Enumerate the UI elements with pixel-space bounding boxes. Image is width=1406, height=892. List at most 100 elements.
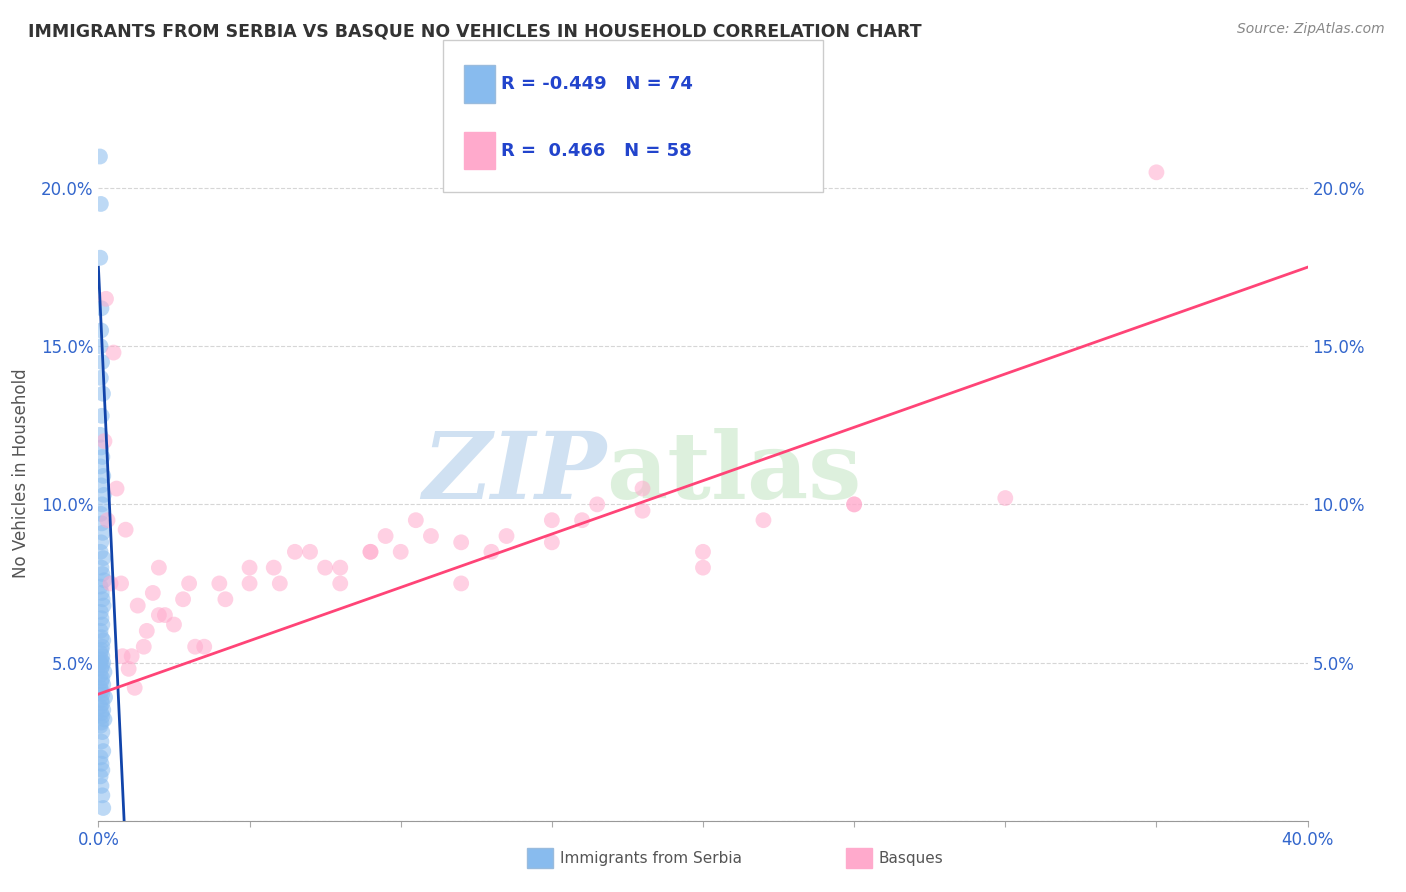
Point [90, 545, 112, 559]
Point [91, 450, 114, 464]
Point [540, 535, 562, 549]
Point [111, 649, 134, 664]
Point [586, 497, 609, 511]
Point [90, 693, 112, 707]
Point [90, 301, 112, 316]
Point [90, 624, 112, 638]
Point [90, 646, 112, 660]
Point [90, 560, 112, 574]
Point [374, 529, 396, 543]
Point [91, 744, 114, 758]
Point [91, 697, 114, 711]
Point [110, 576, 132, 591]
Point [91, 617, 114, 632]
Point [94, 292, 117, 306]
Point [90, 535, 112, 549]
Point [90, 684, 112, 698]
Point [91, 355, 114, 369]
Point [284, 545, 307, 559]
Point [91, 789, 114, 803]
Point [91, 386, 114, 401]
Point [103, 345, 125, 359]
Point [389, 545, 412, 559]
Point [90, 715, 112, 730]
Point [91, 801, 114, 815]
Point [91, 640, 114, 654]
Point [495, 529, 517, 543]
Point [90, 409, 112, 423]
Point [91, 566, 114, 581]
Point [91, 525, 114, 540]
Point [994, 491, 1017, 505]
Point [90, 769, 112, 783]
Point [90, 580, 112, 594]
Point [91, 469, 114, 483]
Point [844, 497, 866, 511]
Point [481, 545, 503, 559]
Point [91, 497, 114, 511]
Point [153, 608, 176, 623]
Point [90, 756, 112, 771]
Point [90, 586, 112, 600]
Point [91, 725, 114, 739]
Point [193, 640, 215, 654]
Point [94, 690, 117, 705]
Point [329, 560, 352, 574]
Y-axis label: No Vehicles in Household: No Vehicles in Household [11, 368, 30, 578]
Point [90, 662, 112, 676]
Point [90, 681, 112, 695]
Point [420, 529, 443, 543]
Point [91, 592, 114, 607]
Point [329, 576, 352, 591]
Point [100, 576, 122, 591]
Point [91, 763, 114, 777]
Point [127, 599, 149, 613]
Point [105, 482, 128, 496]
Point [90, 734, 112, 748]
Point [360, 545, 382, 559]
Point [90, 699, 112, 714]
Text: IMMIGRANTS FROM SERBIA VS BASQUE NO VEHICLES IN HOUSEHOLD CORRELATION CHART: IMMIGRANTS FROM SERBIA VS BASQUE NO VEHI… [28, 22, 922, 40]
Point [148, 560, 170, 574]
Point [184, 640, 207, 654]
Point [90, 656, 112, 670]
Point [90, 706, 112, 720]
Text: R = -0.449   N = 74: R = -0.449 N = 74 [501, 75, 692, 93]
Point [91, 678, 114, 692]
Point [114, 523, 136, 537]
Point [91, 709, 114, 723]
Point [93, 434, 115, 449]
Text: Source: ZipAtlas.com: Source: ZipAtlas.com [1237, 22, 1385, 37]
Point [450, 576, 472, 591]
Point [91, 703, 114, 717]
Point [90, 516, 112, 531]
Text: Immigrants from Serbia: Immigrants from Serbia [560, 851, 741, 865]
Point [269, 576, 291, 591]
Point [91, 687, 114, 701]
Text: ZIP: ZIP [422, 428, 606, 517]
Point [314, 560, 336, 574]
Point [93, 574, 115, 588]
Point [631, 504, 654, 518]
Point [90, 459, 112, 474]
Point [90, 779, 112, 793]
Point [540, 513, 562, 527]
Point [90, 323, 112, 337]
Point [91, 551, 114, 566]
Point [90, 611, 112, 625]
Text: R =  0.466   N = 58: R = 0.466 N = 58 [501, 142, 692, 160]
Point [844, 497, 866, 511]
Point [91, 671, 114, 685]
Point [93, 713, 115, 727]
Point [89, 251, 111, 265]
Point [450, 535, 472, 549]
Point [89, 427, 111, 442]
Point [148, 608, 170, 623]
Point [91, 656, 114, 670]
Text: Basques: Basques [879, 851, 943, 865]
Point [90, 630, 112, 644]
Point [752, 513, 775, 527]
Point [93, 665, 115, 679]
Text: atlas: atlas [606, 428, 862, 517]
Point [91, 658, 114, 673]
